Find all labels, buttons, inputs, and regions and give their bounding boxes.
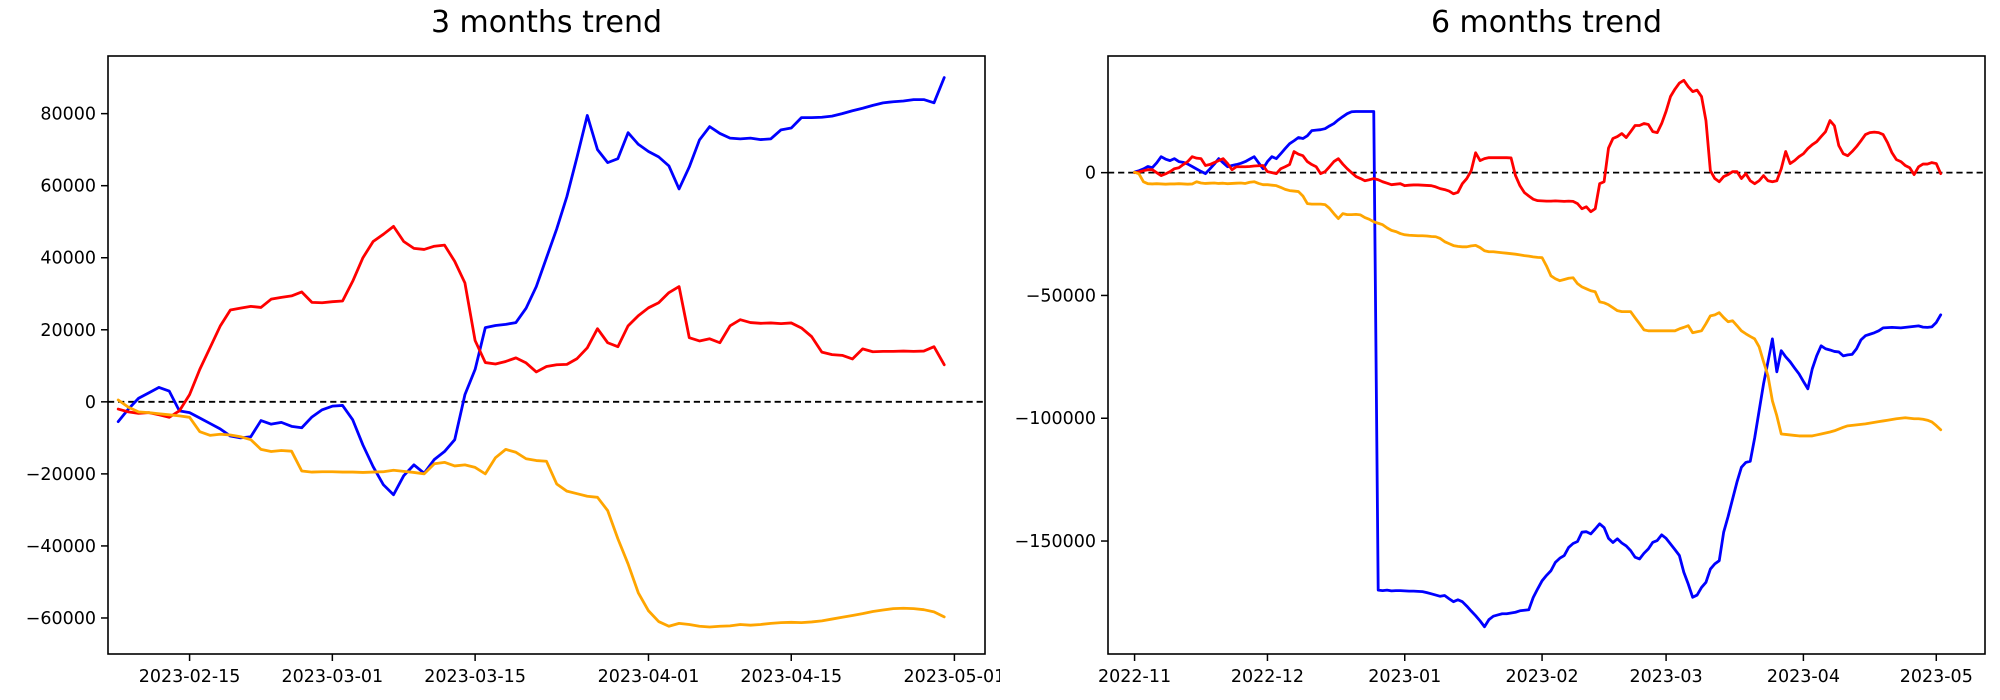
y-tick-label: 40000 [40, 249, 96, 269]
y-tick-label: 0 [85, 393, 96, 413]
x-tick-label: 2023-04-01 [598, 667, 700, 687]
chart-title-6-months: 6 months trend [1430, 5, 1663, 40]
chart-3-months: 3 months trend −60000 −40000 −20000 0 20000 4… [26, 5, 1000, 688]
x-tick-label: 2023-02 [1506, 667, 1579, 687]
x-tick-label: 2022-11 [1098, 667, 1171, 687]
x-tick-label: 2022-12 [1231, 667, 1304, 687]
y-tick-label: −20000 [26, 465, 96, 485]
series-orange-line [1133, 170, 1943, 438]
y-tick-label: 60000 [40, 177, 96, 197]
x-tick-label: 2023-01 [1368, 667, 1441, 687]
chart-title-3-months: 3 months trend [430, 5, 663, 40]
x-tick-label: 2023-04-15 [740, 667, 842, 687]
series-orange-line [116, 398, 946, 629]
series-blue-line [116, 76, 946, 497]
x-tick-label: 2023-05-01 [904, 667, 1000, 687]
y-tick-label: 0 [1085, 164, 1096, 184]
line-chart-canvas-3-months: −60000 −40000 −20000 0 20000 40000 60000 80000 2… [26, 55, 1000, 687]
series-red-line [116, 224, 946, 419]
y-tick-label: −150000 [1015, 532, 1096, 552]
x-tick-label: 2023-03-15 [424, 667, 526, 687]
x-tick-label: 2023-02-15 [139, 667, 241, 687]
series-blue-line [1133, 110, 1943, 629]
plot-border [1107, 55, 1986, 655]
x-tick-label: 2023-04 [1767, 667, 1840, 687]
line-chart-canvas-6-months: −150000 −100000 −50000 0 2022-11 2022-12 2023-… [1015, 55, 1986, 687]
x-tick-label: 2023-03-01 [281, 667, 383, 687]
y-tick-label: 80000 [40, 105, 96, 125]
series-red-line [1133, 78, 1943, 214]
y-tick-label: 20000 [40, 321, 96, 341]
chart-6-months: 6 months trend −150000 −100000 −50000 0 2022… [1000, 0, 2000, 700]
x-tick-label: 2023-05 [1900, 667, 1973, 687]
y-tick-label: −100000 [1015, 409, 1096, 429]
x-tick-label: 2023-03 [1630, 667, 1703, 687]
y-tick-label: −60000 [26, 609, 96, 629]
y-tick-label: −50000 [1026, 286, 1096, 306]
plot-border [107, 55, 986, 655]
y-tick-label: −40000 [26, 537, 96, 557]
